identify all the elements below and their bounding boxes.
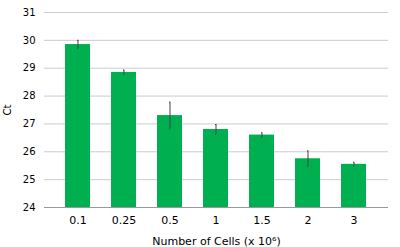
- svg-text:24: 24: [23, 202, 36, 213]
- svg-text:0.1: 0.1: [69, 214, 87, 227]
- svg-text:30: 30: [23, 35, 36, 46]
- svg-text:2: 2: [305, 214, 312, 227]
- svg-text:27: 27: [23, 118, 36, 129]
- svg-text:31: 31: [23, 7, 36, 18]
- svg-text:0.25: 0.25: [112, 214, 137, 227]
- svg-text:3: 3: [351, 214, 358, 227]
- svg-text:Number of Cells (x 10⁶): Number of Cells (x 10⁶): [152, 235, 281, 247]
- svg-text:0.5: 0.5: [161, 214, 179, 227]
- svg-text:29: 29: [23, 62, 36, 73]
- svg-text:28: 28: [23, 90, 36, 101]
- svg-text:Ct: Ct: [2, 104, 13, 115]
- svg-text:26: 26: [23, 146, 36, 157]
- svg-text:25: 25: [23, 174, 36, 185]
- svg-text:1.5: 1.5: [253, 214, 271, 227]
- svg-text:1: 1: [213, 214, 220, 227]
